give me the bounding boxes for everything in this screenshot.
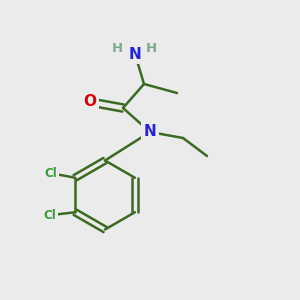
Text: Cl: Cl [43, 209, 56, 222]
Text: N: N [144, 124, 156, 140]
Text: O: O [83, 94, 97, 110]
Text: H: H [146, 41, 157, 55]
Text: H: H [111, 41, 123, 55]
Text: N: N [129, 46, 141, 62]
Text: Cl: Cl [45, 167, 58, 180]
